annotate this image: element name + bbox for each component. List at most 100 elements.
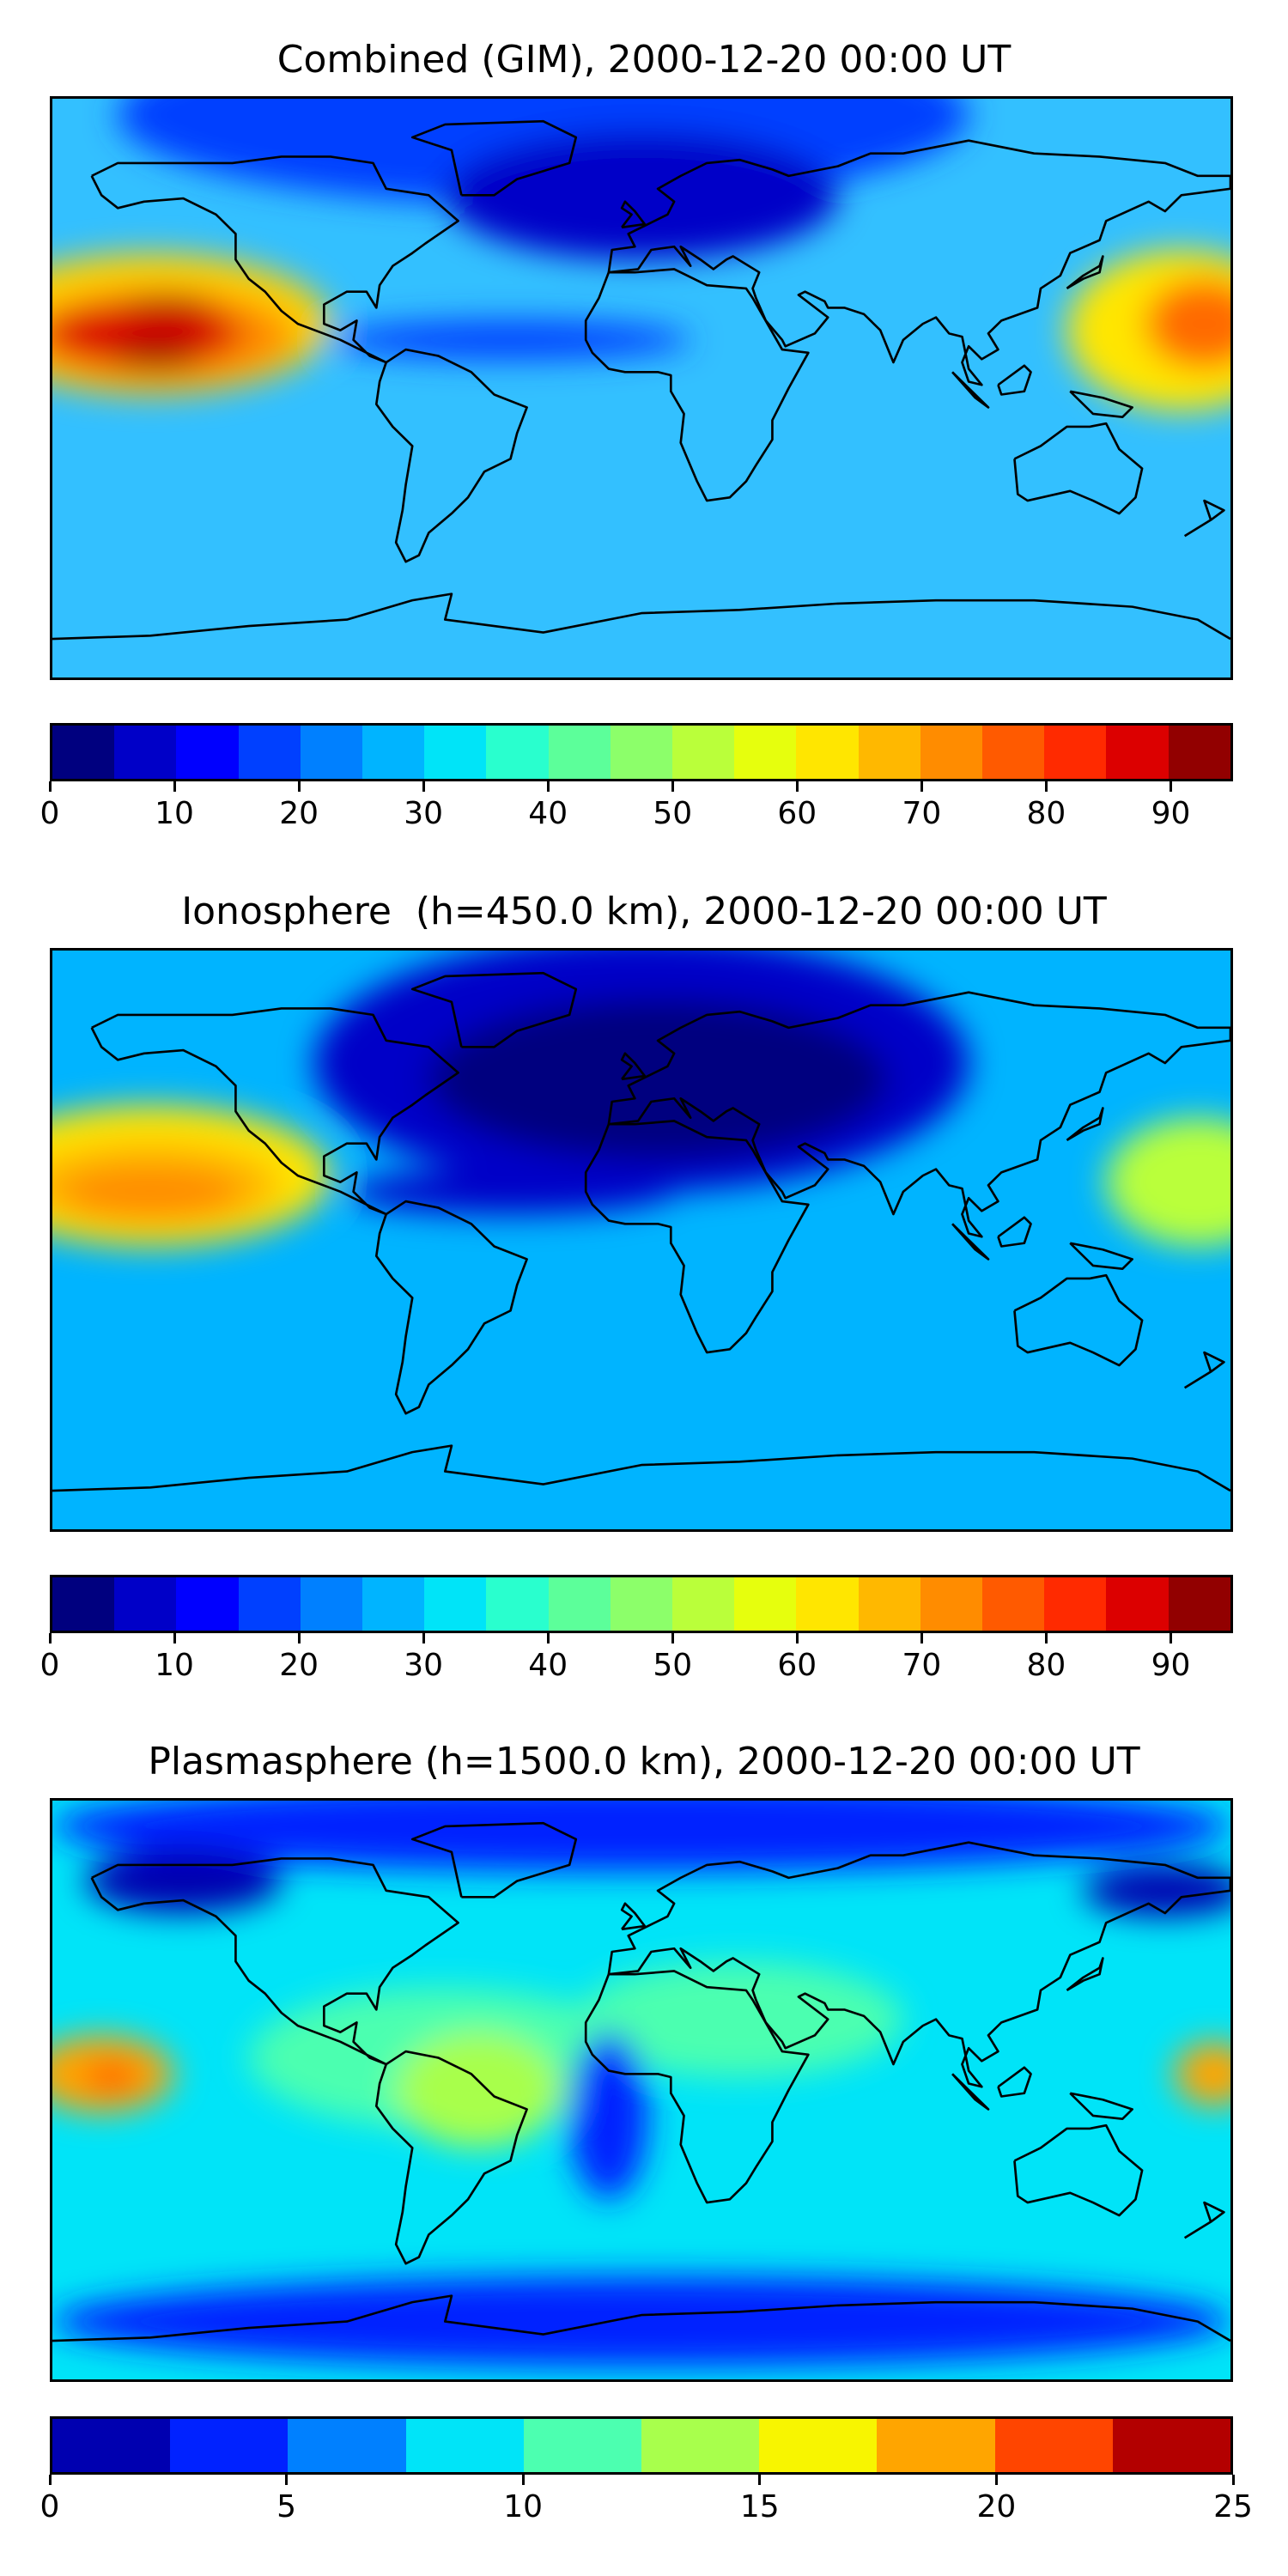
colorbar-swatch	[610, 1577, 673, 1631]
colorbar-swatch	[982, 1577, 1045, 1631]
colorbar-tick-label: 90	[1151, 796, 1191, 831]
colorbar-tick-label: 10	[155, 796, 194, 831]
colorbar-tick-label: 80	[1026, 1648, 1066, 1683]
coastline	[374, 1200, 528, 1415]
colorbar-swatch	[796, 1577, 859, 1631]
colorbar-swatch	[1112, 2419, 1231, 2472]
colorbar-swatch	[238, 1577, 301, 1631]
coastline	[410, 971, 578, 1048]
colorbar-swatch	[362, 726, 425, 779]
colorbar-swatch	[52, 726, 115, 779]
coastline	[52, 592, 1230, 641]
colorbar-ionosphere	[50, 1575, 1233, 1633]
coastline	[52, 1444, 1230, 1492]
contour-region	[445, 131, 838, 260]
colorbar-swatch	[548, 726, 611, 779]
map-plasmasphere-svg	[52, 1801, 1230, 2379]
coastline	[374, 348, 528, 563]
contour-region	[58, 1165, 243, 1218]
colorbar-tick-label: 50	[653, 796, 693, 831]
colorbar-swatch	[796, 726, 859, 779]
coastline	[90, 1857, 459, 2066]
colorbar-swatch	[858, 1577, 920, 1631]
colorbar-swatch	[362, 1577, 425, 1631]
colorbar-swatch	[994, 2419, 1113, 2472]
colorbar-ticks-ionosphere: 0 10 20 30 40 50 60 70 80 90	[40, 1633, 1233, 1685]
colorbar-tick-label: 20	[279, 1648, 319, 1683]
colorbar-tick-label: 15	[739, 2489, 780, 2524]
coastline	[584, 1970, 810, 2204]
coastline	[620, 1052, 647, 1081]
contour-region	[569, 2032, 648, 2200]
contour-region	[121, 295, 213, 321]
coastline	[410, 119, 578, 197]
colorbar-combined	[50, 723, 1233, 781]
colorbar-swatch	[920, 726, 983, 779]
contour-region	[52, 1801, 1230, 1872]
colorbar-swatch	[523, 2419, 642, 2472]
colorbar-tick-label: 60	[777, 796, 817, 831]
colorbar-swatch	[405, 2419, 524, 2472]
colorbar-tick-label: 70	[902, 796, 942, 831]
colorbar-tick-label: 10	[503, 2489, 544, 2524]
panel-title-plasmasphere: Plasmasphere (h=1500.0 km), 2000-12-20 0…	[148, 1740, 1140, 1783]
contour-region	[1106, 1117, 1230, 1247]
colorbar-swatch	[486, 1577, 549, 1631]
colorbar-swatch	[1168, 726, 1230, 779]
coastline	[607, 1841, 1230, 2088]
colorbar-tick-label: 20	[279, 796, 319, 831]
colorbar-tick-label: 0	[39, 1648, 60, 1683]
colorbar-swatch	[1044, 1577, 1107, 1631]
colorbar-tick-label: 40	[528, 1648, 568, 1683]
colorbar-swatch	[1168, 1577, 1230, 1631]
contour-region	[85, 1849, 282, 1914]
contour-region	[1175, 2041, 1230, 2106]
colorbar-swatch	[641, 2419, 760, 2472]
coastline	[410, 1821, 578, 1899]
coastline	[1183, 1351, 1225, 1389]
colorbar-swatch	[176, 1577, 239, 1631]
coastline	[1069, 1242, 1134, 1271]
contour-region	[575, 1961, 903, 2078]
coastline	[1069, 2092, 1134, 2121]
colorbar-swatch	[759, 2419, 878, 2472]
colorbar-tick-label: 0	[39, 796, 60, 831]
coastline	[620, 1902, 647, 1931]
colorbar-ticks-combined: 0 10 20 30 40 50 60 70 80 90	[40, 781, 1233, 833]
coastline	[1013, 1273, 1144, 1367]
colorbar-swatch	[1044, 726, 1107, 779]
coastline	[52, 2294, 1230, 2342]
contour-region	[1083, 1864, 1230, 1917]
coastline	[1013, 2123, 1144, 2217]
contour-region	[1145, 278, 1230, 369]
colorbar-ticks-plasmasphere: 0 5 10 15 20 25	[40, 2475, 1253, 2526]
colorbar-tick-label: 60	[777, 1648, 817, 1683]
coastline	[951, 2073, 990, 2111]
colorbar-swatch	[672, 726, 735, 779]
panel-title-ionosphere: Ionosphere (h=450.0 km), 2000-12-20 00:0…	[181, 890, 1107, 933]
coastline	[620, 200, 647, 229]
coastline	[1183, 499, 1225, 538]
colorbar-swatch	[114, 1577, 177, 1631]
coastline	[1066, 255, 1104, 290]
colorbar-swatch	[300, 726, 363, 779]
coastline	[997, 1216, 1032, 1248]
colorbar-tick-label: 30	[404, 1648, 444, 1683]
colorbar-tick-label: 10	[155, 1648, 194, 1683]
coastline	[1013, 422, 1144, 515]
coastline	[951, 371, 990, 409]
colorbar-swatch	[920, 1577, 983, 1631]
contour-region	[52, 2276, 1230, 2367]
colorbar-swatch	[858, 726, 920, 779]
map-combined	[50, 96, 1233, 680]
map-plasmasphere	[50, 1798, 1233, 2382]
map-ionosphere	[50, 948, 1233, 1532]
colorbar-swatch	[114, 726, 177, 779]
colorbar-swatch	[238, 726, 301, 779]
colorbar-swatch	[982, 726, 1045, 779]
panel-title-combined: Combined (GIM), 2000-12-20 00:00 UT	[276, 38, 1012, 82]
colorbar-swatch	[424, 1577, 487, 1631]
colorbar-swatch	[734, 1577, 797, 1631]
colorbar-tick-label: 25	[1213, 2489, 1253, 2524]
colorbar-swatch	[1106, 1577, 1169, 1631]
